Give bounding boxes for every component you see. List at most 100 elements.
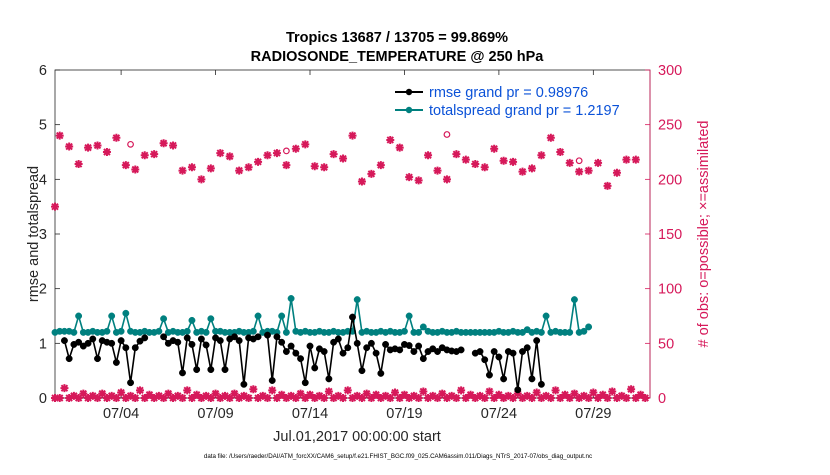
rmse-point — [193, 366, 201, 374]
totalspread-point — [254, 312, 262, 320]
rmse-point — [268, 377, 276, 384]
obs-assimilated-low-marker — [287, 391, 296, 400]
obs-assimilated-low-marker — [386, 394, 395, 402]
totalspread-point — [75, 312, 83, 320]
rmse-point — [108, 339, 116, 347]
obs-assimilated-low-marker — [381, 391, 390, 400]
obs-assimilated-low-marker — [183, 386, 192, 395]
rmse-point — [287, 342, 295, 350]
obs-assimilated-high-marker — [178, 166, 187, 175]
obs-assimilated-high-marker — [546, 133, 555, 142]
totalspread-point — [160, 315, 168, 323]
totalspread-point — [419, 323, 427, 331]
obs-assimilated-low-marker — [641, 394, 650, 402]
totalspread-point — [202, 328, 210, 336]
obs-assimilated-low-marker — [258, 391, 267, 400]
obs-assimilated-low-marker — [187, 394, 196, 402]
obs-assimilated-high-marker — [442, 175, 451, 184]
data-file-footer: data file: /Users/raeder/DAI/ATM_forcXX/… — [204, 453, 592, 460]
rmse-point — [514, 386, 522, 394]
obs-assimilated-high-marker — [603, 181, 612, 190]
obs-assimilated-low-marker — [442, 394, 451, 402]
obs-assimilated-high-marker — [55, 131, 64, 140]
obs-assimilated-low-marker — [428, 391, 437, 400]
obs-possible-marker — [443, 131, 451, 138]
legend-totalspread-marker — [405, 106, 413, 114]
obs-assimilated-low-marker — [457, 386, 466, 395]
obs-assimilated-low-marker — [523, 391, 532, 400]
rmse-point — [396, 346, 404, 354]
obs-assimilated-low-marker — [272, 394, 281, 402]
totalspread-point — [282, 328, 290, 336]
obs-assimilated-high-marker — [612, 168, 621, 177]
obs-assimilated-high-marker — [386, 135, 395, 144]
obs-assimilated-low-marker — [476, 391, 484, 400]
obs-assimilated-low-marker — [405, 394, 414, 402]
obs-assimilated-high-marker — [187, 163, 196, 172]
rmse-point — [509, 349, 517, 357]
obs-assimilated-high-marker — [291, 144, 300, 153]
obs-assimilated-low-marker — [178, 394, 187, 402]
y-right-tick-label: 250 — [658, 118, 682, 134]
rmse-point — [207, 366, 215, 374]
totalspread-point — [566, 328, 574, 336]
obs-assimilated-low-marker — [112, 394, 121, 402]
x-tick-label: 07/14 — [292, 406, 328, 422]
rmse-point — [65, 355, 73, 363]
obs-assimilated-low-marker — [570, 389, 579, 398]
obs-assimilated-high-marker — [433, 166, 442, 175]
rmse-point — [481, 356, 489, 364]
obs-assimilated-high-marker — [102, 148, 111, 156]
y-right-tick-label: 0 — [658, 391, 666, 407]
rmse-point — [320, 348, 328, 355]
obs-possible-marker — [127, 140, 134, 148]
obs-assimilated-low-marker — [551, 386, 560, 395]
obs-assimilated-high-marker — [518, 167, 527, 176]
obs-assimilated-high-marker — [584, 166, 593, 175]
obs-assimilated-high-marker — [131, 165, 140, 174]
obs-assimilated-low-marker — [55, 394, 64, 402]
y-left-tick-label: 4 — [39, 172, 47, 188]
rmse-point — [528, 375, 536, 383]
rmse-point — [89, 335, 97, 343]
obs-assimilated-low-marker — [93, 394, 102, 402]
obs-assimilated-low-marker — [565, 394, 574, 402]
obs-assimilated-low-marker — [499, 394, 508, 402]
obs-assimilated-low-marker — [244, 394, 253, 402]
obs-assimilated-low-marker — [400, 390, 409, 399]
obs-assimilated-low-marker — [424, 394, 433, 402]
totalspread-point — [70, 328, 78, 336]
obs-assimilated-low-marker — [546, 394, 555, 402]
obs-assimilated-low-marker — [320, 394, 329, 402]
obs-assimilated-low-marker — [150, 394, 159, 402]
obs-assimilated-low-marker — [263, 394, 272, 402]
totalspread-point — [400, 327, 408, 335]
legend-totalspread-label: totalspread grand pr = 1.2197 — [429, 103, 620, 119]
totalspread-point — [103, 327, 111, 335]
obs-assimilated-low-marker — [211, 389, 220, 398]
rmse-point — [495, 353, 503, 361]
obs-possible-marker — [575, 157, 583, 165]
obs-assimilated-low-marker — [447, 391, 456, 400]
obs-assimilated-high-marker — [348, 131, 357, 140]
obs-assimilated-high-marker — [169, 141, 178, 150]
obs-assimilated-low-marker — [117, 388, 126, 397]
obs-assimilated-low-marker — [584, 394, 593, 402]
obs-assimilated-low-marker — [98, 389, 107, 398]
obs-assimilated-low-marker — [296, 389, 305, 398]
obs-assimilated-low-marker — [612, 394, 621, 402]
rmse-point — [278, 338, 286, 346]
obs-assimilated-low-marker — [362, 389, 371, 398]
obs-assimilated-high-marker — [367, 169, 376, 178]
obs-assimilated-high-marker — [263, 151, 272, 160]
obs-assimilated-low-marker — [136, 386, 144, 395]
x-tick-label: 07/19 — [386, 406, 422, 422]
obs-assimilated-high-marker — [565, 158, 574, 167]
rmse-point — [264, 331, 271, 339]
obs-assimilated-low-marker — [636, 390, 645, 399]
totalspread-point — [207, 315, 215, 323]
obs-assimilated-low-marker — [561, 390, 569, 399]
obs-assimilated-low-marker — [490, 394, 499, 402]
rmse-point — [282, 348, 290, 355]
rmse-point — [160, 333, 168, 341]
